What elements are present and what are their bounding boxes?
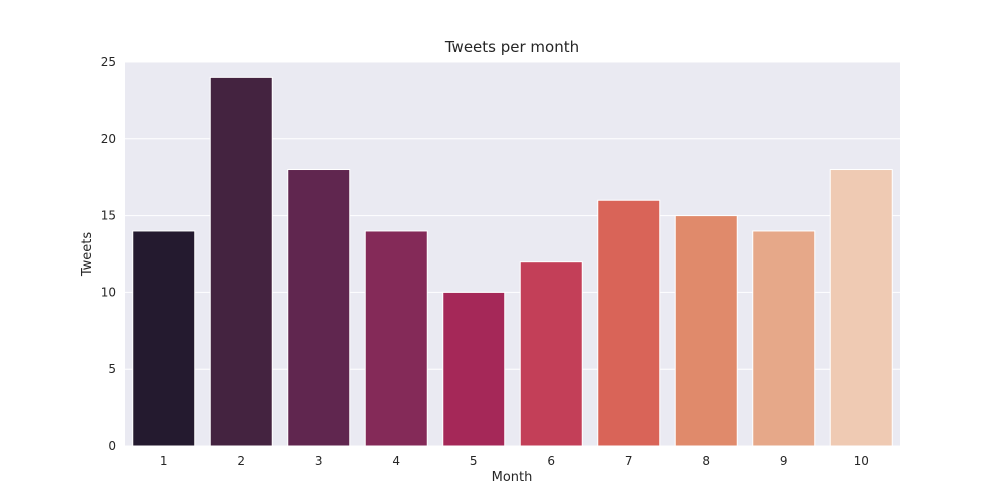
x-tick-label: 3 (315, 454, 323, 468)
x-tick-label: 9 (780, 454, 788, 468)
bar-month-5 (442, 291, 506, 447)
x-tick-label: 4 (392, 454, 400, 468)
x-tick-label: 5 (470, 454, 478, 468)
x-axis-label: Month (492, 470, 533, 485)
x-tick-label: 10 (854, 454, 869, 468)
bar-month-10 (829, 169, 893, 447)
bar-month-2 (209, 76, 273, 447)
x-tick-label: 6 (547, 454, 555, 468)
y-tick-label: 10 (101, 285, 116, 299)
bar-month-9 (752, 230, 816, 447)
x-tick-label: 8 (702, 454, 710, 468)
bars (132, 76, 893, 447)
y-tick-label: 15 (101, 209, 116, 223)
x-tick-label: 7 (625, 454, 633, 468)
y-axis-label: Tweets (80, 232, 95, 278)
y-tick-label: 5 (108, 362, 116, 376)
bar-month-3 (287, 169, 351, 447)
y-tick-label: 25 (101, 55, 116, 69)
y-axis-ticks: 0 5 10 15 20 25 (101, 55, 116, 453)
bar-month-6 (519, 261, 583, 447)
x-tick-label: 2 (237, 454, 245, 468)
bar-month-4 (364, 230, 428, 447)
bar-month-8 (674, 215, 738, 447)
bar-month-7 (597, 199, 661, 447)
y-tick-label: 0 (108, 439, 116, 453)
x-axis-ticks: 1 2 3 4 5 6 7 8 9 10 (160, 454, 869, 468)
chart-title: Tweets per month (444, 38, 579, 56)
x-tick-label: 1 (160, 454, 168, 468)
bar-month-1 (132, 230, 196, 447)
y-tick-label: 20 (101, 132, 116, 146)
